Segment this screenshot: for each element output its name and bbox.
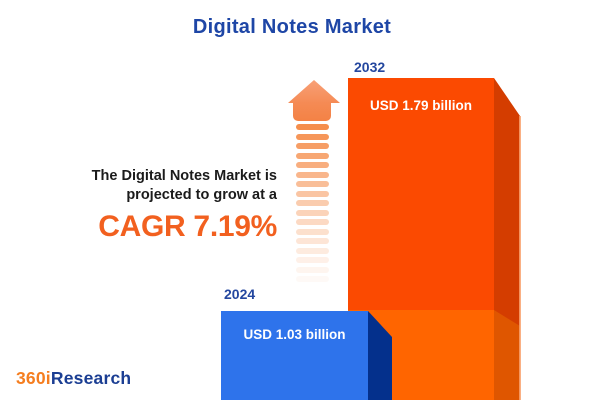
arrow-dashes — [296, 124, 329, 286]
arrow-dash — [296, 181, 329, 187]
arrow-dash — [296, 133, 329, 140]
logo-suffix: Research — [50, 368, 132, 388]
arrow-head — [288, 80, 340, 103]
arrow-dash — [296, 162, 329, 168]
bar-2032-value-label: USD 1.79 billion — [369, 98, 473, 113]
bar-2024-year-label: 2024 — [224, 286, 256, 302]
arrow-dash — [296, 124, 329, 130]
arrow-dash — [296, 143, 329, 149]
logo-360iresearch: 360iResearch — [16, 368, 131, 389]
annotation-block: The Digital Notes Market is projected to… — [91, 167, 278, 243]
logo-prefix: 360i — [16, 368, 51, 388]
annotation-line-1: The Digital Notes Market is — [91, 168, 277, 184]
arrow-dash — [296, 247, 329, 254]
arrow-dash — [296, 238, 329, 244]
arrow-dash — [296, 266, 329, 273]
page-title: Digital Notes Market — [192, 16, 392, 38]
cagr-value: CAGR 7.19% — [98, 210, 277, 243]
arrow-dash — [296, 200, 329, 206]
arrow-neck — [293, 102, 331, 121]
arrow-dash — [296, 276, 329, 282]
annotation-line-2: projected to grow at a — [126, 186, 277, 203]
arrow-dash — [296, 257, 329, 263]
bar-2032-edge-highlight — [519, 116, 521, 400]
bar-2024-front-face — [221, 311, 368, 400]
arrow-dash — [296, 190, 329, 197]
arrow-dash — [296, 219, 329, 225]
arrow-dash — [296, 152, 329, 159]
arrow-dash — [296, 228, 329, 235]
bar-2024-value-label: USD 1.03 billion — [243, 327, 346, 342]
arrow-dash — [296, 171, 329, 178]
bar-2032-lower-side-face — [494, 310, 520, 400]
arrow-dash — [296, 209, 329, 216]
bar-2032-year-label: 2032 — [354, 59, 386, 75]
